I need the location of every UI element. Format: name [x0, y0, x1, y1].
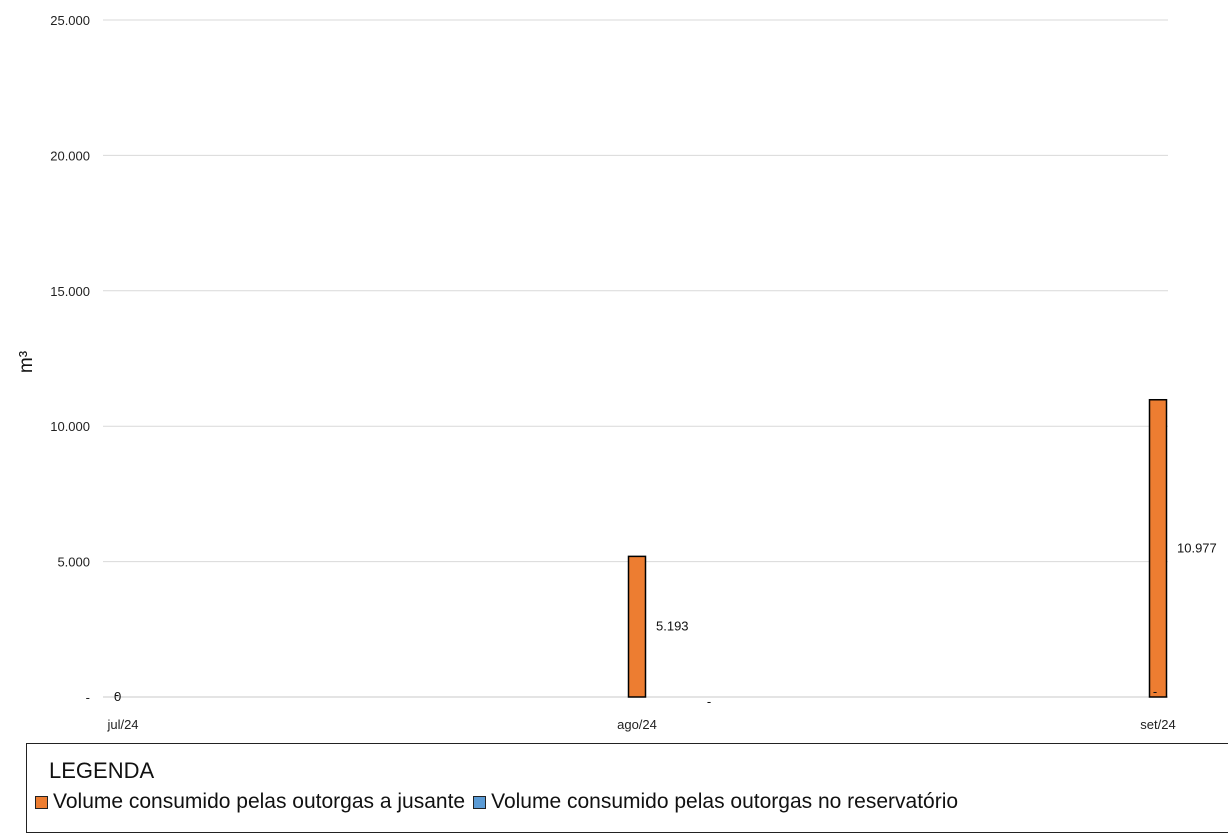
legend-title: LEGENDA	[49, 758, 155, 783]
data-label-reservatorio: -	[707, 694, 711, 709]
y-tick-label: 20.000	[50, 148, 90, 163]
y-tick-label: 15.000	[50, 284, 90, 299]
legend-label-jusante: Volume consumido pelas outorgas a jusant…	[53, 790, 466, 813]
data-label-jusante: 5.193	[656, 619, 689, 634]
y-tick-label: 25.000	[50, 13, 90, 28]
y-tick-label: 10.000	[50, 419, 90, 434]
data-label-reservatorio: -	[1153, 684, 1157, 699]
bar-jusante	[1148, 398, 1168, 698]
data-labels: 0-5.193-10.977-	[114, 540, 1217, 709]
legend-item-jusante: Volume consumido pelas outorgas a jusant…	[35, 790, 465, 814]
bars	[627, 398, 1168, 698]
y-tick-label: 5.000	[57, 555, 90, 570]
legend-swatch-orange	[35, 795, 48, 809]
x-axis-ticks: jul/24 ago/24 set/24	[106, 717, 1175, 732]
bar-chart: - 5.000 10.000 15.000 20.000 25.000 jul/24 ago…	[16, 13, 1217, 732]
legend-item-reservatorio: Volume consumido pelas outorgas no reser…	[473, 790, 958, 814]
bar-jusante	[627, 555, 647, 698]
y-axis-title: m³	[16, 351, 37, 373]
x-tick-label: ago/24	[617, 717, 657, 732]
y-tick-label: -	[86, 690, 90, 705]
data-label-jusante: 10.977	[1177, 540, 1217, 555]
legend-items: Volume consumido pelas outorgas a jusant…	[35, 790, 966, 814]
x-tick-label: jul/24	[106, 717, 138, 732]
data-label-jusante: 0	[114, 689, 121, 704]
legend-label-reservatorio: Volume consumido pelas outorgas no reser…	[491, 790, 959, 813]
y-axis-ticks: - 5.000 10.000 15.000 20.000 25.000	[50, 13, 90, 705]
legend-swatch-blue	[473, 795, 487, 809]
legend: LEGENDA Volume consumido pelas outorgas …	[26, 743, 1228, 833]
data-label-reservatorio: -	[115, 687, 119, 702]
x-tick-label: set/24	[1140, 717, 1175, 732]
gridlines	[103, 19, 1168, 698]
